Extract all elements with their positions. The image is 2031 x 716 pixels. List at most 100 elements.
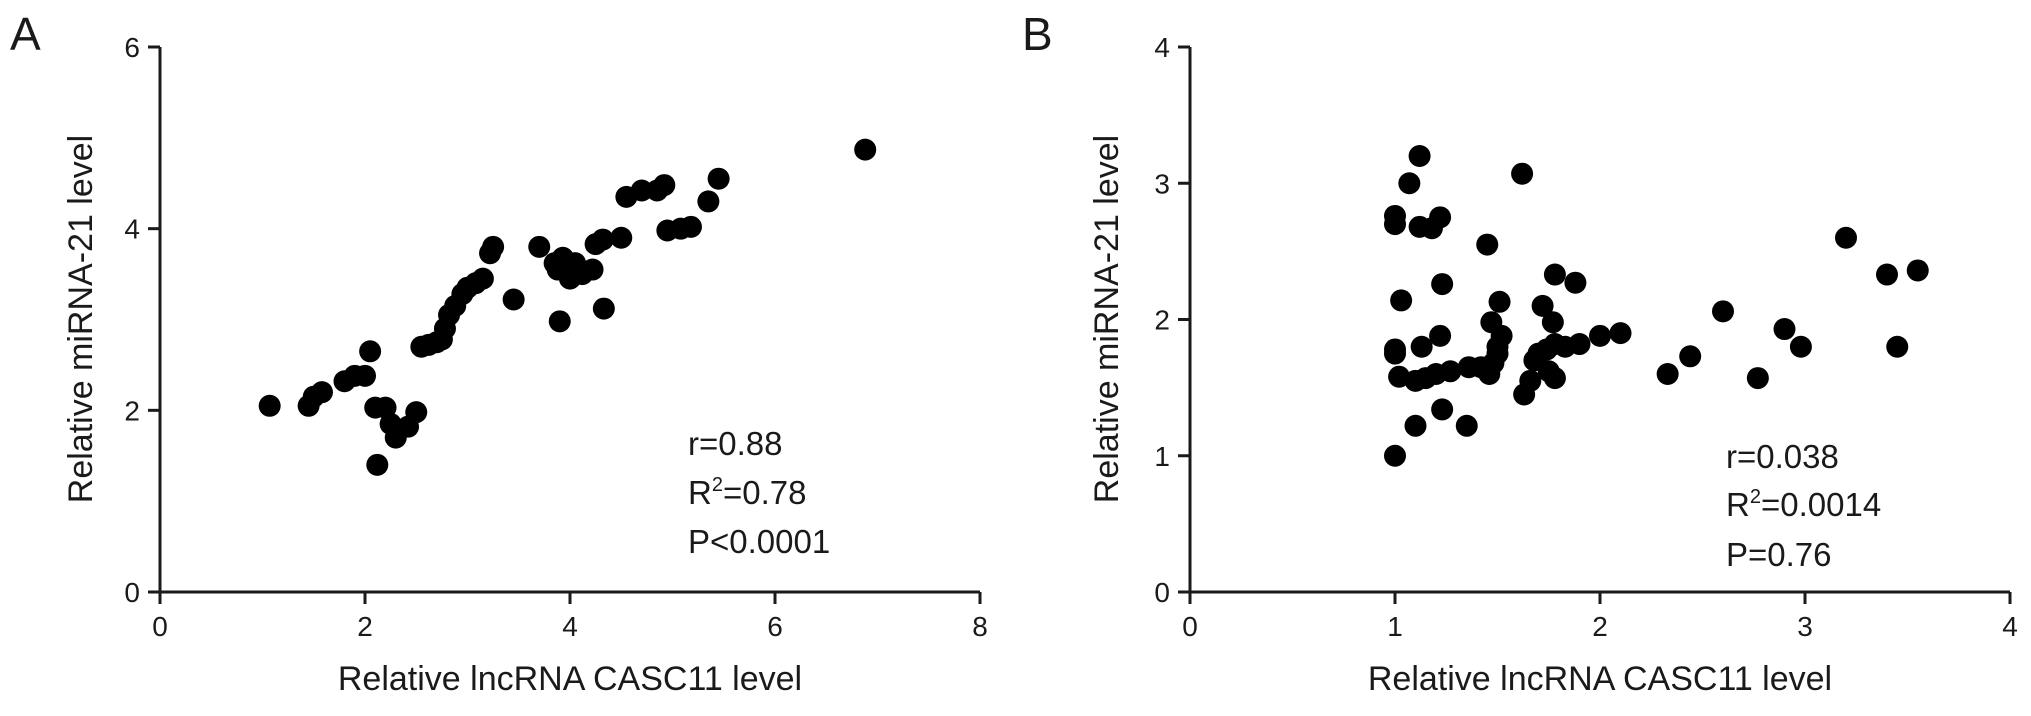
panel-a-r2-value: R2=0.78 xyxy=(688,474,806,511)
panel-b-y-tick-label: 4 xyxy=(1154,32,1170,63)
panel-b-data-point xyxy=(1679,345,1702,368)
panel-b-data-point xyxy=(1511,162,1534,185)
panel-b-stats: r=0.038 R2=0.0014 P=0.76 xyxy=(1726,438,1881,573)
panel-b-data-point xyxy=(1886,335,1909,358)
panel-b: B 0 1 2 3 4 0 1 2 3 4 Relative lncRNA CASC11 leve… xyxy=(1022,8,2018,698)
panel-a-x-tick-label: 4 xyxy=(562,611,578,642)
panel-a-data-point xyxy=(854,138,877,161)
panel-a-data-point xyxy=(707,167,730,190)
panel-a-stats: r=0.88 R2=0.78 P<0.0001 xyxy=(688,425,830,560)
panel-b-data-point xyxy=(1476,233,1499,256)
panel-b-data-point xyxy=(1404,414,1427,437)
panel-b-data-point xyxy=(1876,263,1898,286)
panel-b-r2-sup: 2 xyxy=(1750,486,1761,508)
panel-b-data-point xyxy=(1488,290,1511,313)
panel-a-x-label: Relative lncRNA CASC11 level xyxy=(338,660,802,698)
panel-a-data-point xyxy=(502,288,525,311)
panel-b-x-tick-label: 1 xyxy=(1387,611,1403,642)
panel-a-ticks: 0 2 4 6 8 0 2 4 6 xyxy=(124,32,987,642)
panel-b-data-point xyxy=(1541,311,1564,334)
panel-a: A 0 2 4 6 8 0 2 4 6 Relative lncRNA CASC11 level… xyxy=(10,8,988,698)
panel-b-x-tick-label: 0 xyxy=(1182,611,1198,642)
panel-a-x-tick-label: 0 xyxy=(152,611,168,642)
panel-b-x-tick-label: 4 xyxy=(2002,611,2018,642)
panel-b-x-tick-label: 2 xyxy=(1592,611,1608,642)
panel-b-data-point xyxy=(1384,213,1406,236)
panel-b-data-point xyxy=(1429,324,1452,347)
panel-a-points xyxy=(258,138,877,476)
panel-b-data-point xyxy=(1429,206,1452,229)
panel-a-data-point xyxy=(354,364,376,387)
panel-b-y-tick-label: 2 xyxy=(1154,305,1170,336)
panel-a-r-value: r=0.88 xyxy=(688,425,783,462)
panel-b-data-point xyxy=(1589,324,1611,347)
panel-b-r2-letter: R xyxy=(1726,486,1750,523)
panel-a-r2-number: =0.78 xyxy=(723,474,807,511)
panel-b-data-point xyxy=(1564,271,1587,294)
panel-a-data-point xyxy=(528,235,551,258)
panel-a-y-tick-label: 6 xyxy=(124,32,140,63)
panel-b-data-point xyxy=(1439,360,1462,383)
panel-b-data-point xyxy=(1384,342,1406,365)
panel-a-data-point xyxy=(548,310,571,333)
panel-b-data-point xyxy=(1543,367,1566,390)
panel-a-y-tick-label: 4 xyxy=(124,214,140,245)
panel-b-data-point xyxy=(1835,226,1857,249)
panel-b-data-point xyxy=(1906,259,1929,282)
panel-b-data-point xyxy=(1609,322,1632,345)
panel-b-y-label: Relative miRNA-21 level xyxy=(1088,135,1126,503)
panel-b-x-label: Relative lncRNA CASC11 level xyxy=(1368,660,1832,698)
panel-a-data-point xyxy=(366,453,389,476)
panel-a-y-label: Relative miRNA-21 level xyxy=(62,135,100,503)
panel-b-data-point xyxy=(1431,398,1454,421)
panel-a-x-tick-label: 6 xyxy=(767,611,783,642)
panel-b-r2-value: R2=0.0014 xyxy=(1726,486,1881,523)
panel-b-data-point xyxy=(1746,367,1769,390)
panel-a-y-tick-label: 2 xyxy=(124,395,140,426)
panel-b-data-point xyxy=(1410,335,1433,358)
panel-a-data-point xyxy=(310,381,333,404)
panel-a-data-point xyxy=(482,235,505,258)
panel-b-data-point xyxy=(1486,342,1509,365)
panel-a-data-point xyxy=(405,401,428,424)
panel-a-y-tick-label: 0 xyxy=(124,577,140,608)
panel-a-data-point xyxy=(359,340,382,363)
panel-b-data-point xyxy=(1773,318,1796,341)
panel-a-x-tick-label: 2 xyxy=(357,611,373,642)
panel-b-data-point xyxy=(1543,263,1566,286)
panel-a-letter: A xyxy=(10,8,41,60)
panel-b-data-point xyxy=(1519,369,1542,392)
panel-b-data-point xyxy=(1390,289,1413,312)
panel-a-data-point xyxy=(591,228,614,251)
panel-a-data-point xyxy=(610,226,633,249)
panel-b-data-point xyxy=(1384,444,1406,467)
panel-b-r-value: r=0.038 xyxy=(1726,438,1839,475)
panel-b-data-point xyxy=(1712,300,1734,323)
panel-a-data-point xyxy=(471,267,494,290)
panel-b-axes xyxy=(1188,47,2010,594)
panel-b-data-point xyxy=(1531,294,1554,317)
panel-b-y-tick-label: 0 xyxy=(1154,577,1170,608)
panel-b-ticks: 0 1 2 3 4 0 1 2 3 4 xyxy=(1154,32,2017,642)
panel-b-p-value: P=0.76 xyxy=(1726,536,1832,573)
panel-b-points xyxy=(1384,145,1929,467)
panel-a-data-point xyxy=(581,258,604,281)
panel-a-data-point xyxy=(679,215,702,238)
panel-b-data-point xyxy=(1408,145,1431,167)
panel-b-data-point xyxy=(1455,414,1478,437)
panel-b-data-point xyxy=(1568,333,1591,356)
panel-b-data-point xyxy=(1398,172,1421,195)
panel-a-data-point xyxy=(653,174,676,197)
panel-b-y-tick-label: 3 xyxy=(1154,168,1170,199)
panel-b-y-tick-label: 1 xyxy=(1154,441,1170,472)
panel-a-x-tick-label: 8 xyxy=(972,611,988,642)
panel-b-data-point xyxy=(1490,324,1513,347)
panel-a-data-point xyxy=(592,297,615,320)
panel-a-p-value: P<0.0001 xyxy=(688,523,830,560)
panel-b-r2-number: =0.0014 xyxy=(1761,486,1881,523)
panel-a-data-point xyxy=(258,394,281,417)
panel-a-r2-sup: 2 xyxy=(712,474,723,496)
panel-b-data-point xyxy=(1431,273,1454,296)
panel-b-letter: B xyxy=(1022,8,1053,60)
